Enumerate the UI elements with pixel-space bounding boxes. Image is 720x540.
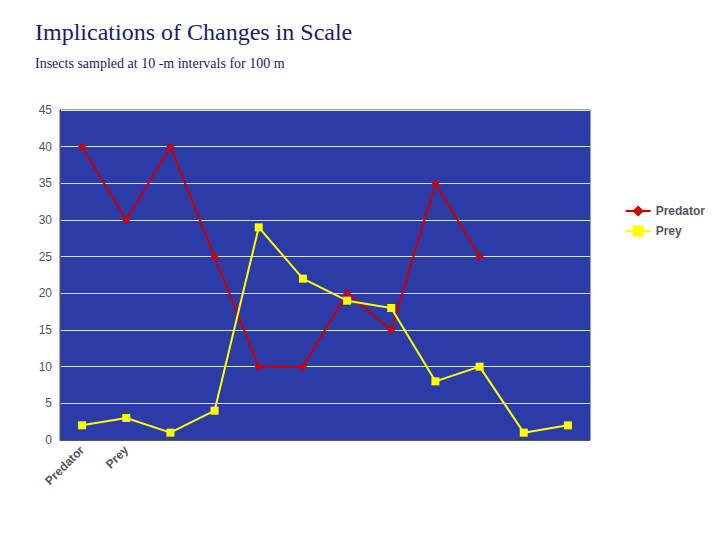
svg-text:Prey: Prey <box>656 224 682 238</box>
svg-text:5: 5 <box>45 396 52 410</box>
svg-text:Prey: Prey <box>103 443 132 472</box>
svg-text:45: 45 <box>39 103 53 117</box>
svg-text:10: 10 <box>39 360 53 374</box>
svg-text:40: 40 <box>39 140 53 154</box>
svg-text:20: 20 <box>39 286 53 300</box>
svg-text:25: 25 <box>39 250 53 264</box>
svg-text:0: 0 <box>45 433 52 447</box>
svg-text:30: 30 <box>39 213 53 227</box>
svg-text:Predator: Predator <box>42 443 87 488</box>
svg-text:Implications of Changes in Sca: Implications of Changes in Scale <box>35 19 352 45</box>
svg-text:35: 35 <box>39 176 53 190</box>
svg-text:15: 15 <box>39 323 53 337</box>
svg-text:Insects sampled at 10 -m inter: Insects sampled at 10 -m intervals for 1… <box>35 56 285 71</box>
svg-text:Predator: Predator <box>656 204 706 218</box>
